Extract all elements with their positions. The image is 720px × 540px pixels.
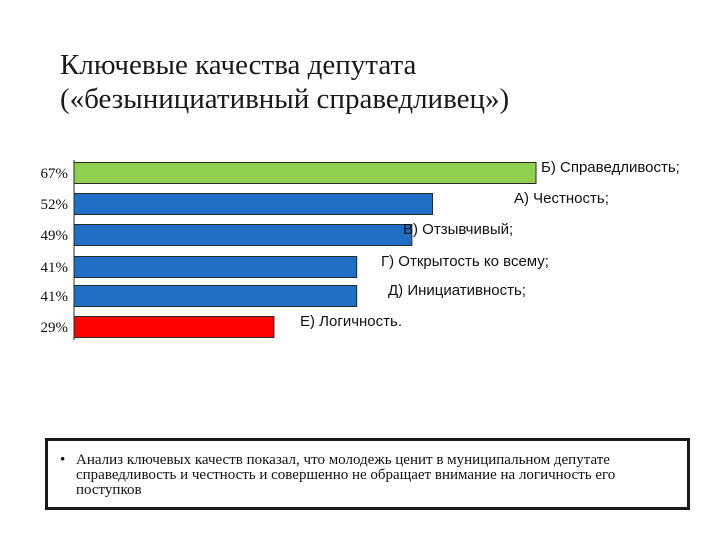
bar-3 bbox=[73, 224, 413, 246]
value-label-3: 49% bbox=[41, 228, 69, 244]
bar-2 bbox=[73, 193, 434, 215]
category-label-1: Б) Справедливость; bbox=[541, 159, 680, 176]
bar-6 bbox=[73, 316, 275, 338]
bar-chart: 67% Б) Справедливость; 52% А) Честность; 49%… bbox=[41, 159, 680, 340]
bar-5 bbox=[73, 285, 358, 307]
value-label-4: 41% bbox=[41, 260, 69, 276]
bar-1 bbox=[73, 162, 537, 184]
value-label-2: 52% bbox=[41, 197, 69, 213]
value-label-5: 41% bbox=[41, 289, 69, 305]
summary-box: • Анализ ключевых качеств показал, что м… bbox=[45, 438, 690, 510]
value-label-6: 29% bbox=[41, 320, 69, 336]
chart-title: Ключевые качества депутата («безынициати… bbox=[60, 49, 510, 115]
category-label-3: В) Отзывчивый; bbox=[403, 221, 513, 238]
bar-4 bbox=[73, 256, 358, 278]
category-label-6: Е) Логичность. bbox=[300, 313, 402, 330]
summary-text: Анализ ключевых качеств показал, что мол… bbox=[76, 452, 616, 498]
category-label-4: Г) Открытость ко всему; bbox=[381, 253, 549, 270]
category-label-2: А) Честность; bbox=[514, 190, 609, 207]
category-label-5: Д) Инициативность; bbox=[388, 282, 526, 299]
value-label-1: 67% bbox=[41, 166, 69, 182]
bullet-icon: • bbox=[60, 452, 66, 468]
